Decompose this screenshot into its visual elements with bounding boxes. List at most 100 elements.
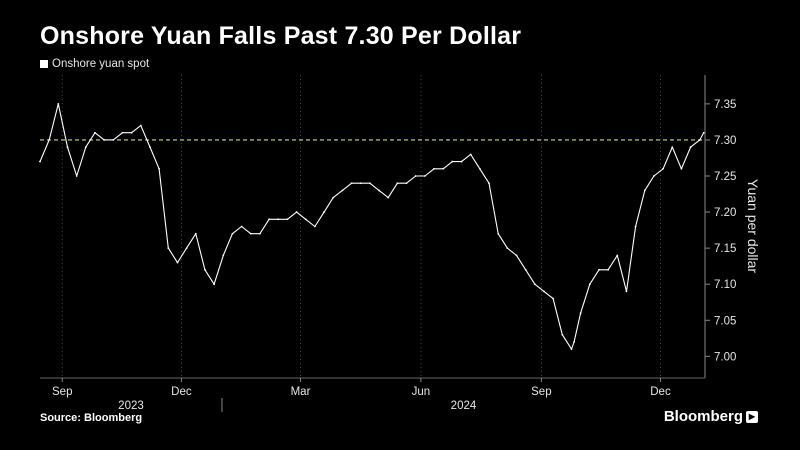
x-tick-label: Jun xyxy=(412,386,431,398)
data-point xyxy=(213,283,216,286)
data-point xyxy=(176,261,179,264)
data-point xyxy=(662,167,665,170)
x-year-label: 2024 xyxy=(451,400,477,412)
data-point xyxy=(570,348,573,351)
data-point xyxy=(194,232,197,235)
data-point xyxy=(277,218,280,221)
data-point xyxy=(350,182,353,185)
y-tick-label: 7.15 xyxy=(714,243,736,255)
legend: Onshore yuan spot xyxy=(40,58,149,70)
data-point xyxy=(552,297,555,300)
data-point xyxy=(387,196,390,199)
data-point xyxy=(433,167,435,170)
data-point xyxy=(634,225,637,228)
data-point xyxy=(543,290,545,293)
x-tick-label: Mar xyxy=(291,386,311,398)
data-point xyxy=(680,167,683,170)
data-point xyxy=(442,167,445,170)
data-point xyxy=(598,268,600,271)
data-point xyxy=(84,146,87,149)
data-point xyxy=(231,232,234,235)
data-point xyxy=(488,182,490,185)
y-axis-title: Yuan per dollar xyxy=(745,179,761,274)
data-point xyxy=(478,167,481,170)
x-year-label: 2023 xyxy=(118,400,144,412)
brand-logo: Bloomberg ▶ xyxy=(664,408,758,425)
data-point xyxy=(625,290,628,293)
series-line-onshore-yuan xyxy=(39,103,705,350)
data-point xyxy=(332,196,335,199)
x-tick-label: Dec xyxy=(650,386,671,398)
data-point xyxy=(368,182,371,185)
data-point xyxy=(396,182,399,185)
data-point xyxy=(643,189,646,192)
data-point xyxy=(579,312,582,314)
y-tick-label: 7.00 xyxy=(714,351,736,363)
y-tick-label: 7.30 xyxy=(714,135,736,147)
data-point xyxy=(378,189,380,192)
data-point xyxy=(286,218,289,221)
brand-name: Bloomberg xyxy=(663,408,743,425)
legend-swatch xyxy=(40,60,48,68)
data-point xyxy=(39,160,41,163)
data-point xyxy=(222,254,225,257)
data-point xyxy=(533,283,536,286)
data-point xyxy=(66,146,69,149)
data-point xyxy=(698,139,701,141)
data-point xyxy=(524,268,527,271)
data-point xyxy=(121,131,124,134)
data-point xyxy=(185,247,188,250)
data-point xyxy=(139,124,142,127)
data-point xyxy=(94,131,96,134)
chart-title: Onshore Yuan Falls Past 7.30 Per Dollar xyxy=(40,22,522,50)
y-tick-label: 7.20 xyxy=(714,207,736,219)
data-point xyxy=(451,160,454,163)
data-point xyxy=(204,268,206,271)
legend-label: Onshore yuan spot xyxy=(52,58,150,70)
data-point xyxy=(323,211,325,213)
data-point xyxy=(588,283,591,286)
data-point xyxy=(57,102,60,105)
x-tick-label: Sep xyxy=(531,386,551,398)
data-point xyxy=(359,182,362,185)
data-point xyxy=(515,254,518,257)
data-point xyxy=(573,341,575,343)
x-tick-label: Dec xyxy=(171,386,192,398)
data-point xyxy=(653,175,655,177)
y-tick-label: 7.05 xyxy=(714,315,736,327)
data-point xyxy=(167,247,170,250)
data-point xyxy=(405,182,408,185)
data-point xyxy=(158,167,161,170)
data-point xyxy=(295,211,298,213)
y-tick-label: 7.10 xyxy=(714,279,736,291)
data-point xyxy=(506,247,509,250)
data-point xyxy=(149,146,151,149)
data-point xyxy=(130,131,133,134)
data-point xyxy=(689,146,692,149)
data-point xyxy=(423,175,426,177)
data-point xyxy=(259,232,261,235)
source-note: Source: Bloomberg xyxy=(40,412,143,424)
x-tick-label: Sep xyxy=(52,386,72,398)
data-point xyxy=(414,175,417,177)
y-tick-label: 7.25 xyxy=(714,171,736,183)
data-point xyxy=(341,189,344,192)
data-point xyxy=(249,232,252,235)
chat-icon: ▶ xyxy=(746,410,758,423)
data-point xyxy=(616,254,619,257)
data-point xyxy=(75,175,78,177)
data-point xyxy=(314,225,316,228)
data-point xyxy=(497,232,500,235)
data-point xyxy=(460,160,463,163)
data-point xyxy=(268,218,270,221)
data-point xyxy=(304,218,307,221)
data-point xyxy=(607,268,610,271)
y-tick-label: 7.35 xyxy=(714,99,736,111)
data-point xyxy=(671,146,674,149)
data-point xyxy=(469,153,472,156)
data-point xyxy=(48,139,51,141)
data-point xyxy=(112,139,115,141)
data-point xyxy=(103,139,106,141)
data-point xyxy=(240,225,243,228)
